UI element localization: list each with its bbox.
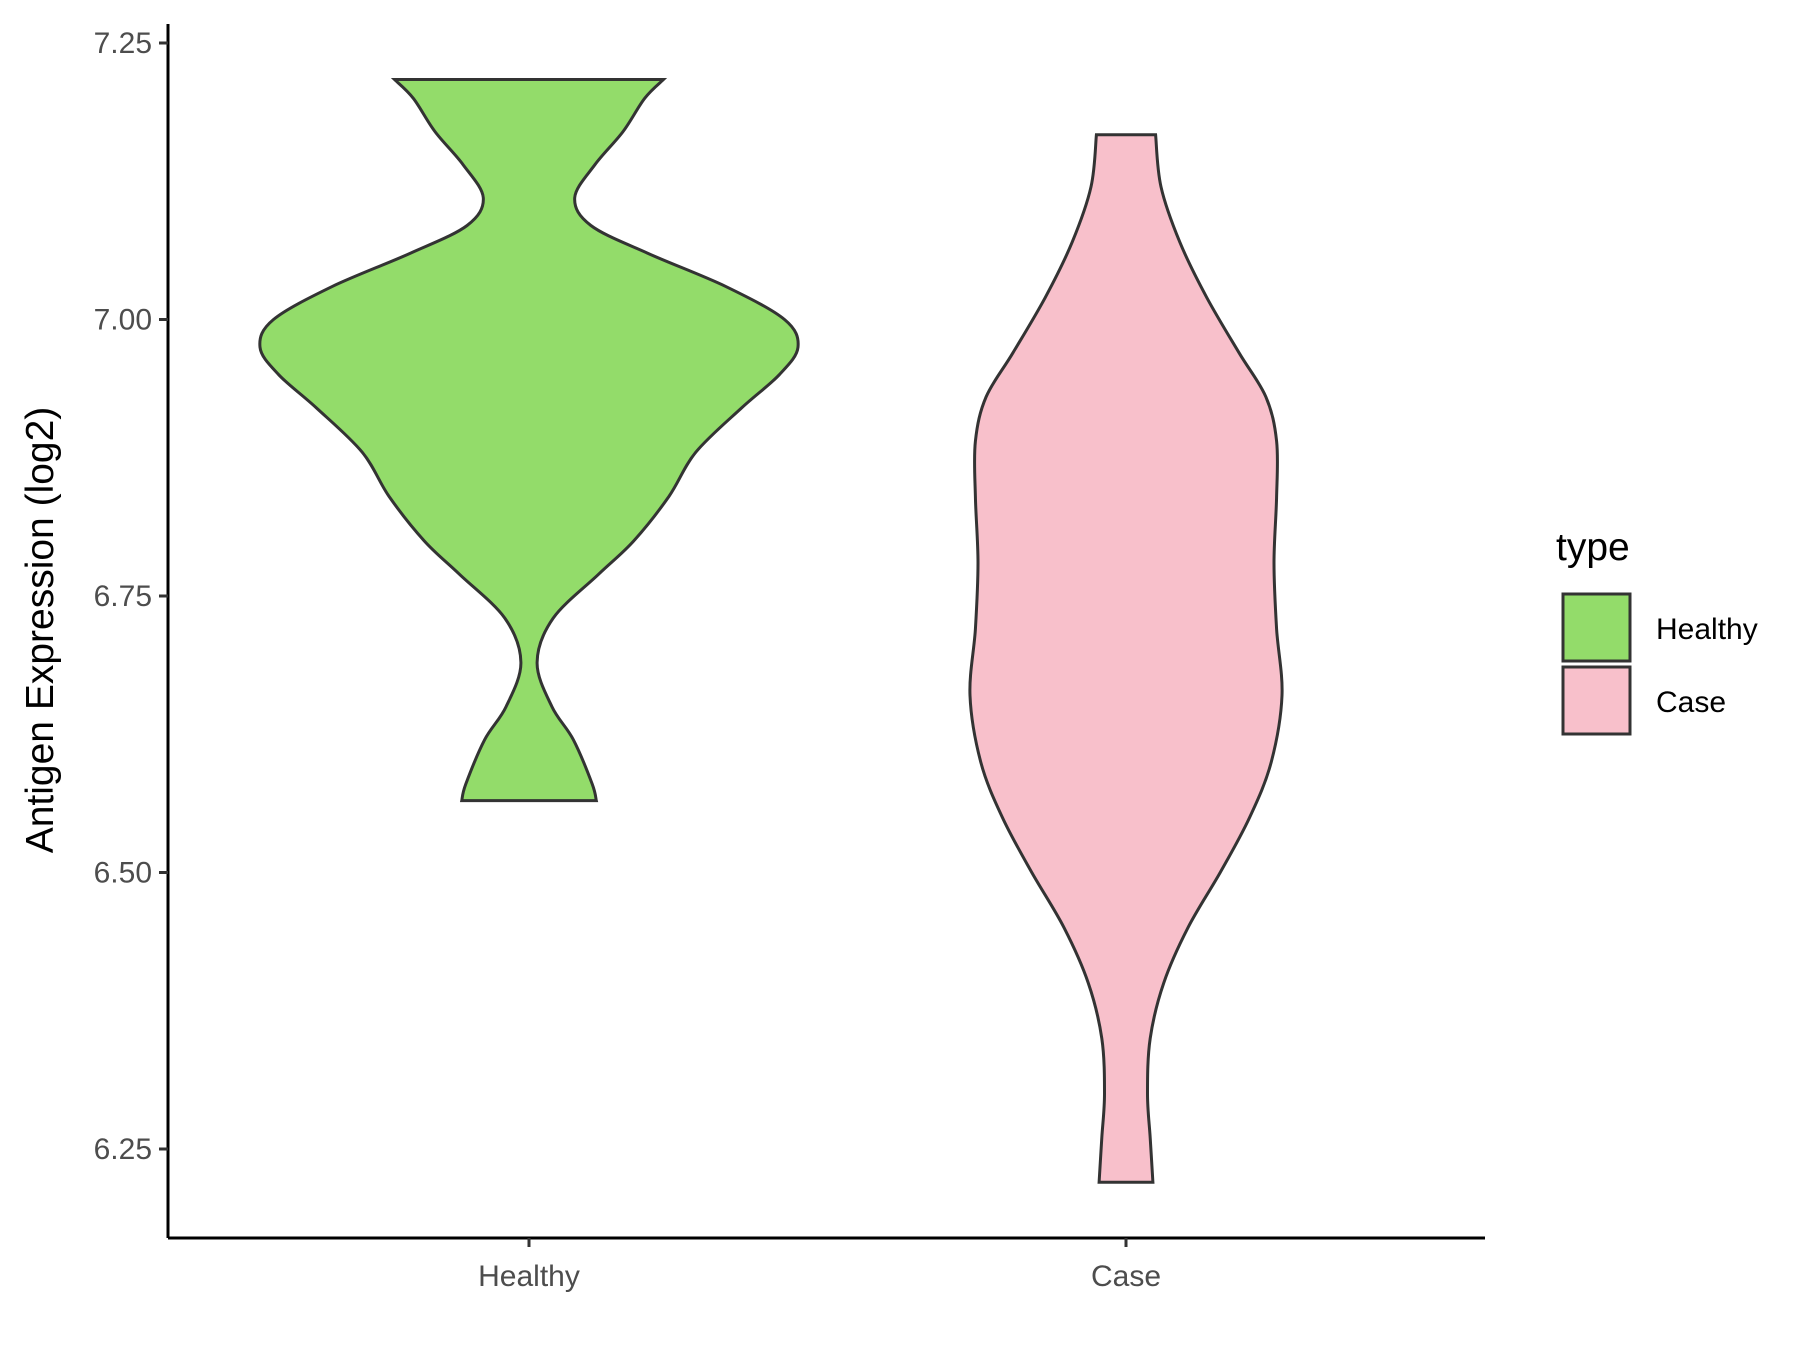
y-tick-label: 7.25 [94,27,152,60]
y-axis-title: Antigen Expression (log2) [19,407,62,854]
legend-title: type [1556,526,1630,569]
legend-label-healthy: Healthy [1656,613,1758,646]
violin-healthy [258,78,800,803]
y-tick-label: 6.75 [94,580,152,613]
violin-case [968,133,1284,1184]
y-tick-label: 6.50 [94,857,152,890]
x-tick-label-case: Case [1091,1260,1161,1293]
y-ticks: 6.25 6.50 6.75 7.00 7.25 [94,27,168,1166]
legend-label-case: Case [1656,686,1726,719]
legend-swatch-healthy [1561,592,1632,663]
legend-entries: Healthy Case [1561,592,1758,736]
axes [166,24,1485,1240]
y-tick-label: 7.00 [94,304,152,337]
x-ticks: Healthy Case [478,1238,1161,1293]
x-tick-label-healthy: Healthy [478,1260,580,1293]
legend: type Healthy Case [1556,526,1758,736]
legend-swatch-case [1561,665,1632,736]
y-tick-label: 6.25 [94,1133,152,1166]
violin-layer [258,78,1284,1184]
